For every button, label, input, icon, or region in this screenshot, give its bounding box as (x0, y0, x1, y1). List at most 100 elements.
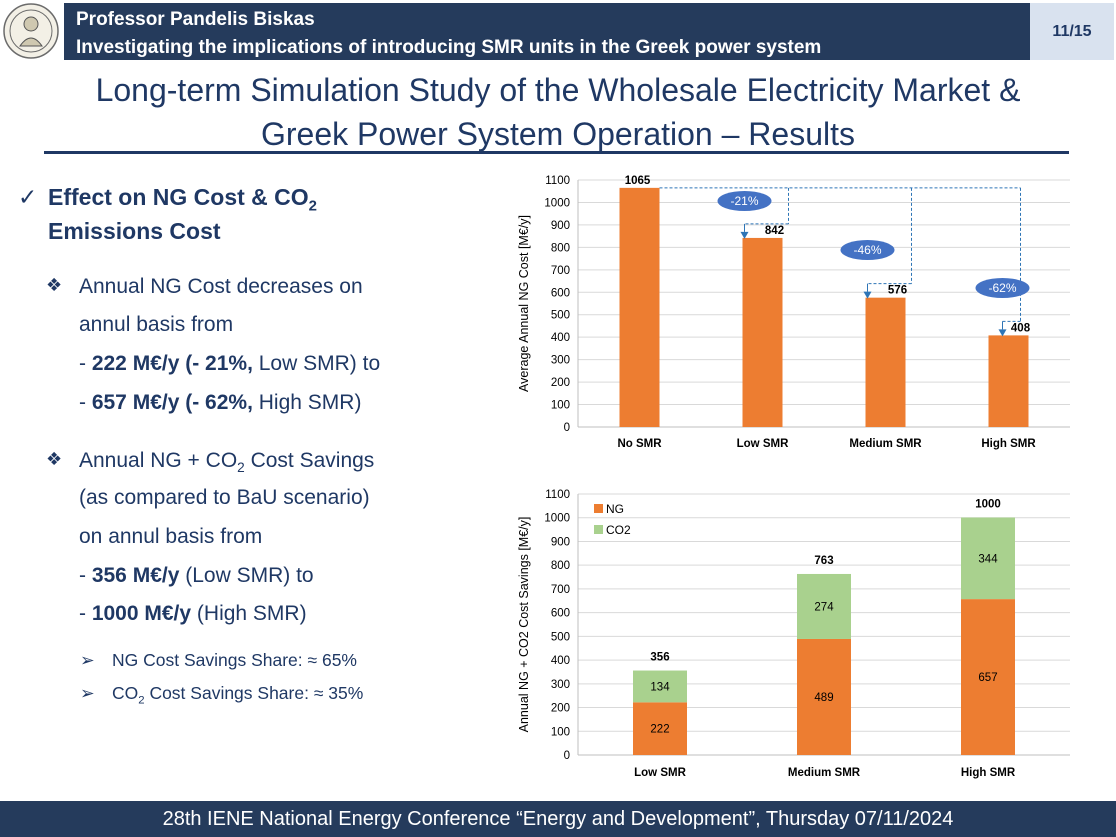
bar-co2-low-smr (633, 670, 687, 703)
check-icon: ✓ (18, 184, 38, 210)
bar-no-smr (619, 187, 660, 427)
arrowhead-icon (998, 329, 1007, 337)
data-label: 842 (765, 225, 784, 237)
x-tick-label: Medium SMR (849, 438, 922, 450)
bullet1-line2: annul basis from (79, 313, 234, 336)
cost-savings-chart: 0 100 200 300 400 500 600 700 800 900 1000 1100 Annu… (517, 489, 1070, 779)
reduction-label: -21% (730, 194, 758, 208)
y-tick-label: 600 (551, 287, 570, 299)
bar-high-smr (988, 335, 1029, 427)
reduction-oval (840, 240, 895, 260)
y-tick-label: 500 (551, 310, 570, 322)
arrow-bullet-icon: ➢ (80, 650, 95, 670)
y-tick-label: 300 (551, 679, 570, 691)
bar-medium-smr (865, 297, 906, 427)
y-tick-label: 100 (551, 400, 570, 412)
segment-label: 134 (650, 681, 670, 693)
y-tick-label: 1000 (544, 513, 570, 525)
y-tick-label: 200 (551, 703, 570, 715)
bar-ng-high-smr (961, 599, 1015, 755)
bullet2-line5: - 1000 M€/y (High SMR) (79, 602, 307, 625)
total-label: 356 (650, 652, 669, 664)
y-tick-label: 700 (551, 584, 570, 596)
bullet1-line4: - 657 M€/y (- 62%, High SMR) (79, 391, 362, 414)
segment-label: 344 (978, 553, 998, 565)
segment-label: 657 (978, 672, 997, 684)
y-tick-label: 100 (551, 726, 570, 738)
bullet2-line3: on annul basis from (79, 525, 263, 548)
slide-title-line2: Greek Power System Operation – Results (260, 116, 855, 152)
y-tick-label: 200 (551, 377, 570, 389)
ng-cost-chart: 0 100 200 300 400 500 600 700 800 900 1000 1100 Aver… (517, 175, 1070, 450)
x-tick-label: Low SMR (737, 438, 789, 450)
y-tick-label: 1100 (545, 489, 570, 501)
bar-co2-medium-smr (797, 573, 851, 639)
bullet2-line2: (as compared to BaU scenario) (79, 486, 370, 509)
arrow-bullet-icon: ➢ (80, 683, 95, 703)
bullet2-line1: Annual NG + CO2 Cost Savings (79, 449, 375, 476)
bar-co2-high-smr (961, 517, 1015, 600)
slide-footer: 28th IENE National Energy Conference “En… (0, 801, 1116, 837)
reduction-label: -46% (853, 243, 881, 257)
arrowhead-icon (740, 231, 749, 239)
total-label: 1000 (975, 498, 1001, 510)
y-tick-label: 300 (551, 355, 570, 367)
y-tick-label: 1100 (545, 175, 570, 187)
y-tick-label: 600 (551, 608, 570, 620)
slide-title: Long-term Simulation Study of the Wholes… (40, 68, 1076, 156)
x-tick-label: Medium SMR (788, 767, 861, 779)
segment-label: 274 (814, 601, 834, 613)
y-tick-label: 400 (551, 655, 570, 667)
title-divider (44, 151, 1069, 154)
legend-swatch-ng (594, 504, 603, 513)
presenter-name: Professor Pandelis Biskas (76, 9, 315, 30)
slide-header: Professor Pandelis Biskas Investigating … (0, 0, 1116, 62)
total-label: 763 (814, 555, 833, 567)
reduction-oval (975, 278, 1030, 298)
sub-bullet-ng-share: NG Cost Savings Share: ≈ 65% (112, 650, 357, 670)
bullet2-line4: - 356 M€/y (Low SMR) to (79, 564, 314, 587)
y-axis-label: Average Annual NG Cost [M€/y] (517, 215, 531, 392)
y-tick-label: 800 (551, 560, 570, 572)
legend-label-co2: CO2 (606, 523, 631, 537)
x-tick-label: No SMR (617, 438, 662, 450)
y-tick-label: 900 (551, 536, 570, 548)
y-tick-label: 800 (551, 242, 570, 254)
y-tick-label: 1000 (544, 197, 570, 209)
sub-bullet-co2-share: CO2 Cost Savings Share: ≈ 35% (112, 683, 364, 707)
y-tick-label: 400 (551, 332, 570, 344)
data-label: 408 (1011, 322, 1031, 334)
x-tick-label: High SMR (981, 438, 1036, 450)
x-tick-label: High SMR (961, 767, 1016, 779)
bar-ng-low-smr (633, 702, 687, 755)
page-number: 11/15 (1030, 3, 1114, 60)
bullet1-line3: - 222 M€/y (- 21%, Low SMR) to (79, 352, 381, 375)
y-tick-label: 0 (564, 422, 570, 434)
data-label: 576 (888, 285, 907, 297)
segment-label: 222 (650, 724, 669, 736)
x-tick-label: Low SMR (634, 767, 686, 779)
diamond-bullet-icon: ❖ (46, 449, 63, 469)
y-axis-label: Annual NG + CO2 Cost Savings [M€/y] (517, 517, 531, 733)
data-label: 1065 (625, 175, 651, 187)
slide-title-line1: Long-term Simulation Study of the Wholes… (95, 72, 1021, 108)
y-tick-label: 500 (551, 631, 570, 643)
bar-low-smr (742, 237, 783, 427)
arrowhead-icon (863, 291, 872, 299)
reduction-label: -62% (988, 281, 1016, 295)
segment-label: 489 (814, 692, 833, 704)
y-tick-label: 900 (551, 220, 570, 232)
bar-ng-medium-smr (797, 638, 851, 755)
header-band (64, 3, 1030, 60)
section-heading-line1: Effect on NG Cost & CO2 (48, 184, 317, 215)
university-seal-icon (3, 3, 59, 59)
legend-swatch-co2 (594, 525, 603, 534)
section-heading-line2: Emissions Cost (48, 218, 221, 244)
legend-label-ng: NG (606, 502, 624, 516)
bullet1-line1: Annual NG Cost decreases on (79, 275, 363, 298)
y-tick-label: 0 (564, 750, 570, 762)
presentation-topic: Investigating the implications of introd… (76, 37, 822, 58)
diamond-bullet-icon: ❖ (46, 275, 63, 295)
y-tick-label: 700 (551, 265, 570, 277)
reduction-oval (717, 191, 772, 211)
